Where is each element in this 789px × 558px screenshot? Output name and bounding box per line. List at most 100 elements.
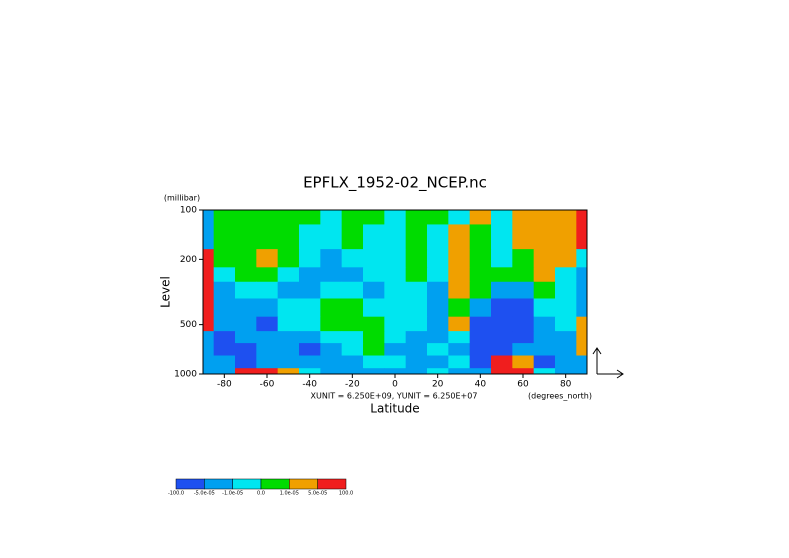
field-cell xyxy=(427,298,449,318)
field-cell xyxy=(512,281,535,299)
chart-title: EPFLX_1952-02_NCEP.nc xyxy=(303,174,487,193)
field-cell xyxy=(363,355,385,369)
field-cell xyxy=(235,267,257,283)
field-cell xyxy=(512,249,535,268)
field-cell xyxy=(448,331,471,344)
field-cell xyxy=(512,316,535,332)
field-cell xyxy=(555,210,577,225)
field-cell xyxy=(469,355,492,369)
field-cell xyxy=(555,331,577,344)
field-cell xyxy=(256,368,279,375)
field-cell xyxy=(427,343,449,357)
field-cell xyxy=(491,316,513,332)
field-cell xyxy=(213,368,236,375)
field-cell xyxy=(235,298,257,318)
field-cell xyxy=(427,210,449,225)
field-cell xyxy=(405,281,428,299)
field-cell xyxy=(213,298,236,318)
field-cell xyxy=(384,281,407,299)
field-cell xyxy=(363,368,385,375)
y-unit: (millibar) xyxy=(164,194,200,203)
field-cell xyxy=(576,224,588,250)
field-cell xyxy=(491,355,513,369)
field-cell xyxy=(363,281,385,299)
field-cell xyxy=(363,249,385,268)
field-cell xyxy=(491,249,513,268)
field-cell xyxy=(277,368,300,375)
field-cell xyxy=(448,343,471,357)
field-cell xyxy=(512,343,535,357)
x-tick-label: 60 xyxy=(517,380,529,390)
x-tick-label: -80 xyxy=(217,380,232,390)
colorbar-label: 1.0e-05 xyxy=(280,491,299,497)
field-cell xyxy=(555,316,577,332)
field-cell xyxy=(203,224,215,250)
x-tick-label: -40 xyxy=(302,380,317,390)
field-cell xyxy=(469,249,492,268)
field-cell xyxy=(203,281,215,299)
field-cell xyxy=(384,331,407,344)
field-cell xyxy=(448,249,471,268)
field-cell xyxy=(405,316,428,332)
field-cell xyxy=(203,267,215,283)
field-cell xyxy=(235,368,257,375)
field-cell xyxy=(427,267,449,283)
field-cell xyxy=(384,298,407,318)
x-tick-label: 40 xyxy=(475,380,487,390)
field-cell xyxy=(427,368,449,375)
field-cell xyxy=(533,281,556,299)
field-cell xyxy=(320,249,343,268)
field-cell xyxy=(427,355,449,369)
field-cell xyxy=(576,267,588,283)
field-cell xyxy=(405,355,428,369)
field-cell xyxy=(213,249,236,268)
field-cell xyxy=(555,368,577,375)
field-cell xyxy=(533,368,556,375)
field-cell xyxy=(576,355,588,369)
field-cell xyxy=(213,210,236,225)
field-cell xyxy=(576,281,588,299)
field-cell xyxy=(576,249,588,268)
field-cell xyxy=(555,249,577,268)
field-cell xyxy=(384,368,407,375)
field-cell xyxy=(320,210,343,225)
field-cell xyxy=(320,281,343,299)
field-cell xyxy=(341,210,364,225)
field-cell xyxy=(363,224,385,250)
field-cell xyxy=(363,331,385,344)
field-cell xyxy=(427,316,449,332)
field-cell xyxy=(341,224,364,250)
field-cell xyxy=(469,210,492,225)
field-cell xyxy=(277,331,300,344)
field-cell xyxy=(448,281,471,299)
field-cell xyxy=(491,343,513,357)
field-cell xyxy=(491,281,513,299)
field-cell xyxy=(533,355,556,369)
colorbar-label: -100.0 xyxy=(168,491,184,497)
field-cell xyxy=(277,281,300,299)
field-cell xyxy=(341,355,364,369)
field-cell xyxy=(533,267,556,283)
field-cell xyxy=(277,298,300,318)
field-cell xyxy=(256,298,279,318)
field-cell xyxy=(512,355,535,369)
field-cell xyxy=(235,281,257,299)
field-cell xyxy=(235,355,257,369)
field-cell xyxy=(256,316,279,332)
field-cell xyxy=(320,343,343,357)
field-cell xyxy=(235,249,257,268)
field-cell xyxy=(203,331,215,344)
field-cell xyxy=(341,316,364,332)
field-cell xyxy=(469,267,492,283)
field-cell xyxy=(512,267,535,283)
field-cell xyxy=(469,298,492,318)
x-tick-label: -20 xyxy=(345,380,360,390)
field-cell xyxy=(213,281,236,299)
field-cell xyxy=(533,331,556,344)
field-cell xyxy=(405,368,428,375)
field-cell xyxy=(299,267,321,283)
field-cell xyxy=(576,210,588,225)
field-cell xyxy=(405,224,428,250)
